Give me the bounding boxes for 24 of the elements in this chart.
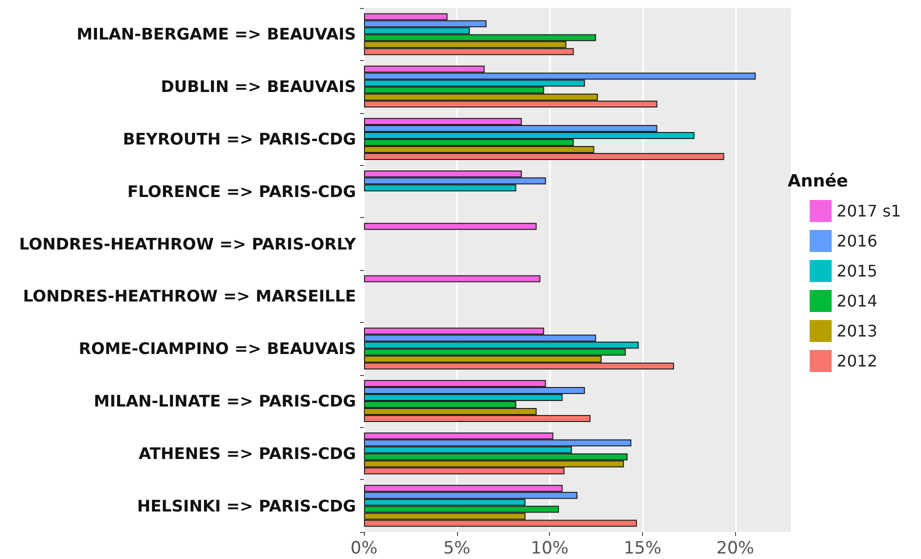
x-tick-label: 0% xyxy=(350,538,378,558)
legend-label: 2014 xyxy=(836,292,878,310)
y-tick-label: LONDRES-HEATHROW => PARIS-ORLY xyxy=(19,234,356,254)
y-tick-label: MILAN-LINATE => PARIS-CDG xyxy=(94,392,356,410)
y-tick-label: LONDRES-HEATHROW => MARSEILLE xyxy=(23,286,356,306)
x-tick-label: 20% xyxy=(716,538,754,558)
y-tick-label: MILAN-BERGAME => BEAUVAIS xyxy=(76,24,356,44)
x-tick-label: 15% xyxy=(624,538,662,558)
legend-label: 2013 xyxy=(836,322,878,340)
y-tick-label: DUBLIN => BEAUVAIS xyxy=(160,77,356,96)
x-tick-label: 10% xyxy=(530,538,569,558)
bar xyxy=(364,275,540,282)
legend-label: 2015 xyxy=(836,262,878,280)
bar xyxy=(364,222,537,230)
y-tick-label: ATHENES => PARIS-CDG xyxy=(138,444,356,463)
y-tick-label: FLORENCE => PARIS-CDG xyxy=(127,182,356,201)
legend-label: 2016 xyxy=(836,232,878,250)
y-tick-label: HELSINKI => PARIS-CDG xyxy=(137,496,356,516)
legend-title: Année xyxy=(788,172,848,192)
y-tick-label: BEYROUTH => PARIS-CDG xyxy=(122,130,356,148)
legend-label: 2012 xyxy=(836,352,878,370)
legend-label: 2017 s1 xyxy=(836,202,902,220)
x-tick-label: 5% xyxy=(443,538,470,558)
y-tick-label: ROME-CIAMPINO => BEAUVAIS xyxy=(78,339,356,358)
